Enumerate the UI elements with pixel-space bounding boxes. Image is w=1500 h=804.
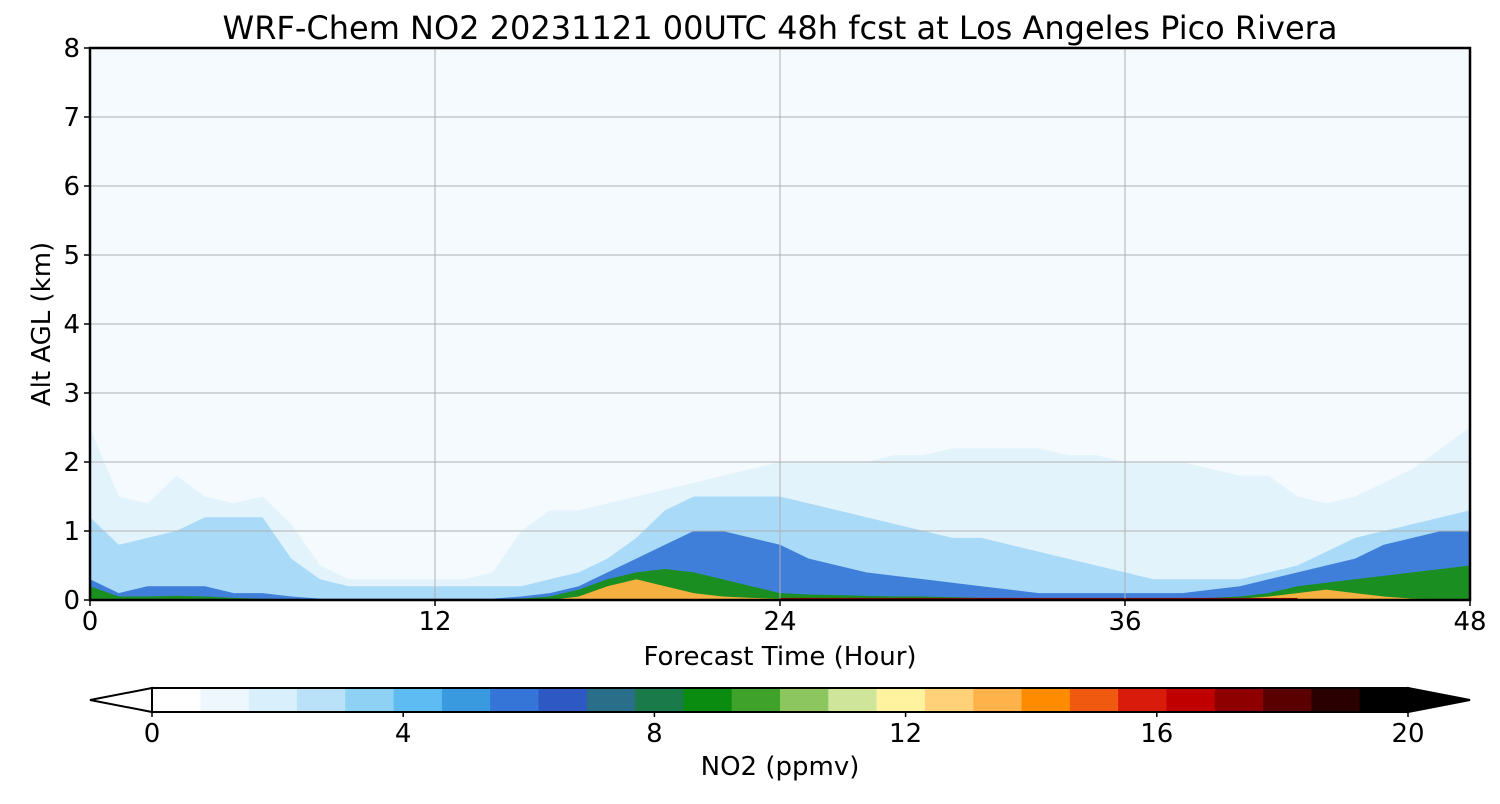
colorbar-segment [924, 688, 974, 712]
x-tick-label: 0 [82, 607, 99, 637]
colorbar-segment [1166, 688, 1216, 712]
colorbar-segment [490, 688, 540, 712]
colorbar-tick-label: 16 [1140, 719, 1173, 749]
colorbar-frame [151, 687, 1409, 713]
y-tick-label: 6 [63, 172, 80, 202]
y-tick-label: 7 [63, 103, 80, 133]
colorbar-segment [1214, 688, 1264, 712]
y-axis-ticks: 0 1 2 3 4 5 6 7 8 [63, 34, 90, 616]
colorbar-segment [1021, 688, 1071, 712]
colorbar-segment [1263, 688, 1312, 712]
colorbar-label: NO2 (ppmv) [701, 752, 860, 782]
layer-peak [90, 579, 1470, 600]
colorbar-tick-label: 4 [395, 719, 412, 749]
y-tick-label: 8 [63, 34, 80, 64]
colorbar-segment [1311, 688, 1361, 712]
colorbar-segment [973, 688, 1023, 712]
colorbar-segment [683, 688, 733, 712]
y-tick-label: 1 [63, 517, 80, 547]
colorbar-segment [345, 688, 395, 712]
y-tick-label: 2 [63, 448, 80, 478]
chart-title: WRF-Chem NO2 20231121 00UTC 48h fcst at … [223, 9, 1338, 47]
colorbar-tick-label: 12 [889, 719, 922, 749]
colorbar-segment [1118, 688, 1168, 712]
x-tick-label: 48 [1453, 607, 1486, 637]
colorbar-segment [876, 688, 926, 712]
colorbar-segment [635, 688, 684, 712]
x-tick-label: 12 [418, 607, 451, 637]
x-axis-label: Forecast Time (Hour) [643, 642, 916, 672]
colorbar-segment [296, 688, 346, 712]
colorbar [89, 686, 1471, 714]
colorbar-segment [731, 688, 781, 712]
x-tick-label: 24 [763, 607, 796, 637]
colorbar-segment [441, 688, 491, 712]
colorbar-segment [248, 688, 298, 712]
y-tick-label: 3 [63, 379, 80, 409]
colorbar-tick-label: 20 [1391, 719, 1424, 749]
x-axis-ticks: 0 12 24 36 48 [82, 600, 1487, 637]
colorbar-segment [152, 688, 201, 712]
y-tick-label: 4 [63, 310, 80, 340]
colorbar-segment [393, 688, 443, 712]
colorbar-extend-max [1407, 686, 1471, 714]
colorbar-tick-label: 0 [144, 719, 161, 749]
colorbar-segment [1069, 688, 1119, 712]
colorbar-extend-min [89, 686, 153, 714]
colorbar-tick-label: 8 [646, 719, 663, 749]
colorbar-segment [586, 688, 636, 712]
colorbar-segment [1359, 688, 1409, 712]
y-axis-label: Alt AGL (km) [27, 242, 57, 406]
y-tick-label: 0 [63, 586, 80, 616]
colorbar-ticks: 0 4 8 12 16 20 [144, 712, 1425, 749]
y-tick-label: 5 [63, 241, 80, 271]
colorbar-segment [780, 688, 829, 712]
x-tick-label: 36 [1108, 607, 1141, 637]
colorbar-segment [828, 688, 878, 712]
colorbar-segment [538, 688, 588, 712]
colorbar-segment [200, 688, 250, 712]
